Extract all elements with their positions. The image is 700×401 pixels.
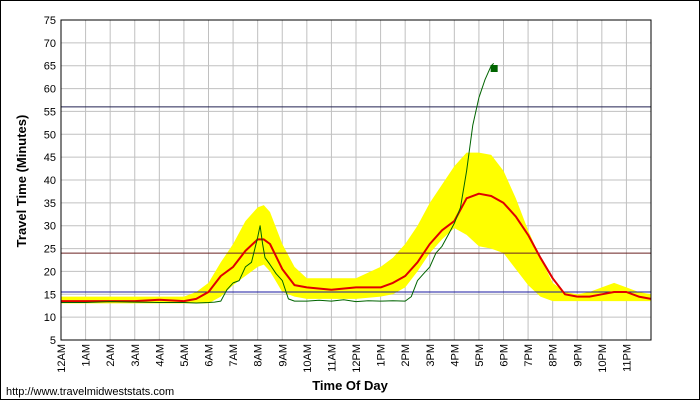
x-tick-labels: 12AM 1AM 2AM 3AM 4AM 5AM 6AM 7AM 8AM 9AM 10AM 11AM 1…	[56, 344, 633, 373]
y-tick-label: 10	[44, 312, 56, 324]
x-tick-label: 5PM	[474, 344, 486, 367]
x-axis-title: Time Of Day	[312, 378, 388, 393]
reference-lines	[61, 106, 651, 293]
x-tick-label: 2AM	[105, 344, 117, 367]
x-tick-label: 4PM	[449, 344, 461, 367]
y-tick-label: 55	[44, 106, 56, 118]
y-tick-label: 15	[44, 289, 56, 301]
x-tick-label: 11PM	[621, 344, 633, 372]
y-axis-title: Travel Time (Minutes)	[14, 115, 29, 248]
y-tick-label: 45	[44, 152, 56, 164]
x-tick-label: 7PM	[523, 344, 535, 367]
x-tick-label: 8PM	[548, 344, 560, 367]
x-tick-label: 8AM	[253, 344, 265, 367]
y-tick-label: 60	[44, 84, 56, 96]
x-tick-label: 10PM	[597, 344, 609, 373]
x-tick-label: 6PM	[499, 344, 511, 367]
plot-border	[60, 19, 652, 341]
y-tick-label: 20	[44, 266, 56, 278]
x-tick-label: 2PM	[400, 344, 412, 367]
y-tick-labels: 5 10 15 20 25 30 35 40 45 50 55 60 65 70 75	[44, 15, 56, 347]
x-tick-label: 9AM	[277, 344, 289, 367]
x-tick-label: 1PM	[376, 344, 388, 367]
y-tick-label: 35	[44, 198, 56, 210]
x-tick-label: 3PM	[425, 344, 437, 367]
series-end-marker	[490, 65, 498, 72]
range-band	[61, 152, 651, 304]
series-layer	[61, 63, 652, 304]
y-tick-label: 70	[44, 38, 56, 50]
x-tick-label: 4AM	[154, 344, 166, 367]
x-tick-label: 12PM	[351, 344, 363, 373]
x-tick-label: 1AM	[81, 344, 93, 367]
y-tick-label: 75	[44, 15, 56, 27]
x-tick-label: 11AM	[326, 344, 338, 372]
footer-url[interactable]: http://www.travelmidweststats.com	[6, 386, 174, 398]
x-tick-label: 6AM	[204, 344, 216, 367]
series-line-average	[61, 192, 652, 303]
y-tick-label: 25	[44, 244, 56, 256]
x-tick-label: 5AM	[179, 344, 191, 367]
y-tick-label: 40	[44, 175, 56, 187]
x-tick-label: 9PM	[572, 344, 584, 367]
y-tick-label: 30	[44, 221, 56, 233]
x-tick-label: 10AM	[302, 344, 314, 373]
y-tick-label: 65	[44, 61, 56, 73]
y-tick-label: 5	[50, 335, 56, 347]
x-tick-label: 3AM	[130, 344, 142, 367]
series-line-current	[61, 63, 495, 304]
y-tick-label: 50	[44, 129, 56, 141]
x-tick-label: 7AM	[228, 344, 240, 367]
x-tick-label: 12AM	[56, 344, 68, 373]
band-layer	[61, 152, 651, 304]
